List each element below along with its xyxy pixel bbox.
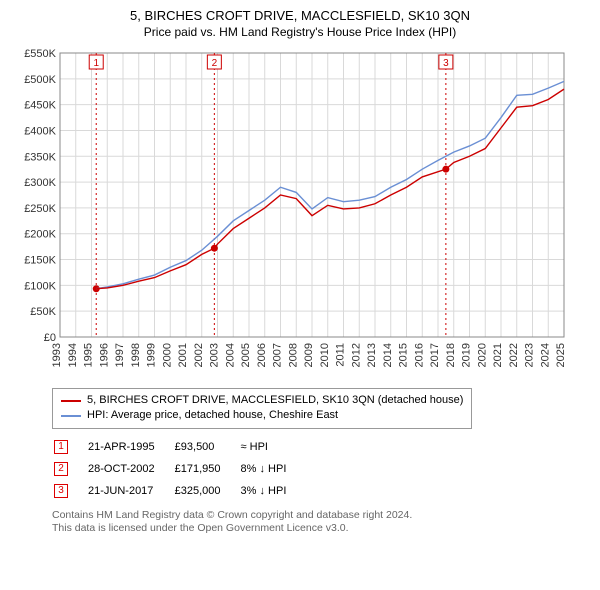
svg-text:3: 3	[443, 58, 449, 69]
svg-text:2: 2	[212, 58, 218, 69]
svg-text:£400K: £400K	[24, 125, 56, 137]
footer-line-1: Contains HM Land Registry data © Crown c…	[52, 509, 588, 523]
svg-text:£0: £0	[44, 332, 56, 344]
svg-text:2021: 2021	[492, 343, 504, 367]
line-chart-svg: £0 £50K £100K £150K £200K £250K £300K £350K £400…	[12, 47, 572, 377]
svg-text:£450K: £450K	[24, 100, 56, 112]
marker-price: £325,000	[175, 481, 239, 501]
svg-text:2010: 2010	[319, 343, 331, 367]
chart-area: £0 £50K £100K £150K £200K £250K £300K £350K £400…	[12, 47, 588, 382]
marker-date: 21-JUN-2017	[88, 481, 173, 501]
svg-text:2003: 2003	[209, 343, 221, 367]
svg-text:2014: 2014	[382, 343, 394, 367]
svg-text:2017: 2017	[429, 343, 441, 367]
svg-text:2006: 2006	[256, 343, 268, 367]
svg-text:2023: 2023	[524, 343, 536, 367]
svg-text:1: 1	[93, 58, 99, 69]
chart-subtitle: Price paid vs. HM Land Registry's House …	[12, 25, 588, 39]
svg-text:1994: 1994	[67, 343, 79, 367]
svg-text:2002: 2002	[193, 343, 205, 367]
svg-text:2018: 2018	[445, 343, 457, 367]
svg-text:£250K: £250K	[24, 203, 56, 215]
svg-text:£550K: £550K	[24, 48, 56, 60]
marker-rel: 3% ↓ HPI	[241, 481, 305, 501]
marker-price: £93,500	[175, 437, 239, 457]
svg-text:£200K: £200K	[24, 229, 56, 241]
marker-badge: 2	[54, 462, 68, 476]
svg-text:2013: 2013	[366, 343, 378, 367]
svg-text:2000: 2000	[161, 343, 173, 367]
svg-text:1998: 1998	[130, 343, 142, 367]
svg-text:2008: 2008	[287, 343, 299, 367]
marker-table: 1 21-APR-1995£93,500≈ HPI 2 28-OCT-2002£171…	[52, 435, 306, 503]
svg-text:2005: 2005	[240, 343, 252, 367]
svg-text:2007: 2007	[272, 343, 284, 367]
svg-text:£300K: £300K	[24, 177, 56, 189]
svg-text:2016: 2016	[413, 343, 425, 367]
legend-label: 5, BIRCHES CROFT DRIVE, MACCLESFIELD, SK…	[87, 393, 463, 408]
svg-text:£100K: £100K	[24, 280, 56, 292]
legend-label: HPI: Average price, detached house, Ches…	[87, 408, 338, 423]
chart-title: 5, BIRCHES CROFT DRIVE, MACCLESFIELD, SK…	[12, 8, 588, 23]
svg-text:2001: 2001	[177, 343, 189, 367]
svg-text:2011: 2011	[335, 343, 347, 367]
footer: Contains HM Land Registry data © Crown c…	[52, 509, 588, 536]
svg-text:£150K: £150K	[24, 255, 56, 267]
svg-text:1995: 1995	[83, 343, 95, 367]
svg-text:2022: 2022	[508, 343, 520, 367]
svg-text:2024: 2024	[539, 343, 551, 367]
svg-text:£500K: £500K	[24, 74, 56, 86]
svg-text:2004: 2004	[224, 343, 236, 367]
svg-text:2019: 2019	[461, 343, 473, 367]
marker-rel: 8% ↓ HPI	[241, 459, 305, 479]
marker-price: £171,950	[175, 459, 239, 479]
svg-text:2012: 2012	[350, 343, 362, 367]
svg-text:1997: 1997	[114, 343, 126, 367]
svg-text:1999: 1999	[146, 343, 158, 367]
svg-text:1996: 1996	[98, 343, 110, 367]
legend: 5, BIRCHES CROFT DRIVE, MACCLESFIELD, SK…	[52, 388, 472, 429]
marker-rel: ≈ HPI	[241, 437, 305, 457]
svg-text:£350K: £350K	[24, 151, 56, 163]
svg-text:2009: 2009	[303, 343, 315, 367]
marker-date: 28-OCT-2002	[88, 459, 173, 479]
svg-text:1993: 1993	[51, 343, 63, 367]
marker-badge: 1	[54, 440, 68, 454]
footer-line-2: This data is licensed under the Open Gov…	[52, 522, 588, 536]
svg-text:2025: 2025	[555, 343, 567, 367]
marker-badge: 3	[54, 484, 68, 498]
svg-text:£50K: £50K	[30, 306, 56, 318]
svg-text:2020: 2020	[476, 343, 488, 367]
svg-text:2015: 2015	[398, 343, 410, 367]
marker-date: 21-APR-1995	[88, 437, 173, 457]
